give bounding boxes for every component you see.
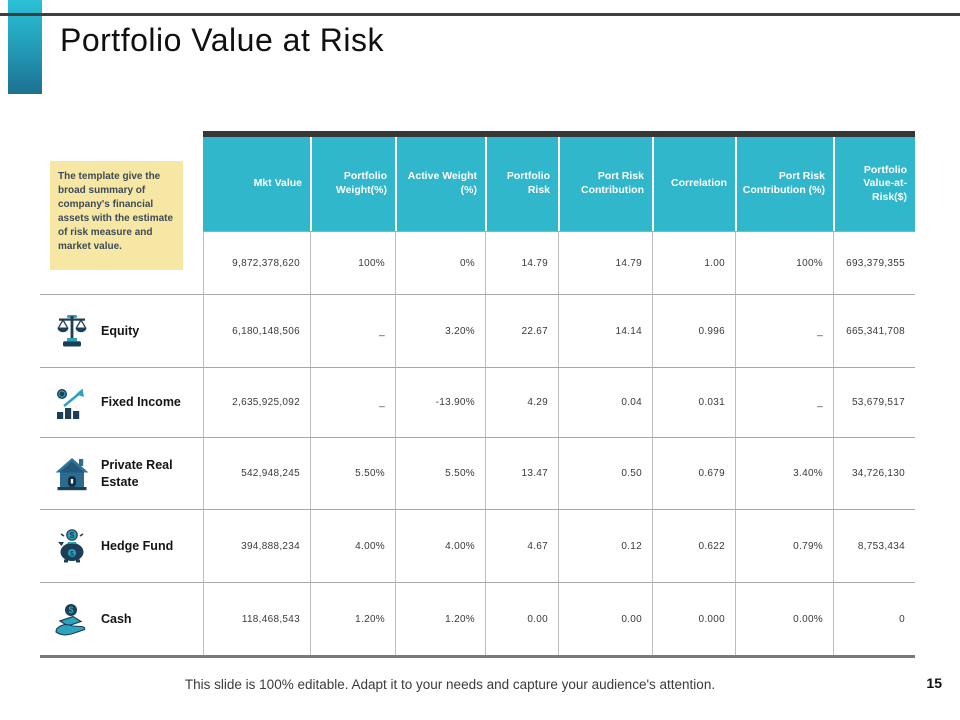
table-cell: 1.20% [395,583,485,655]
house-icon [53,455,91,493]
page-title: Portfolio Value at Risk [60,22,384,58]
table-cell: 0.00 [558,583,652,655]
table-cell: 0.50 [558,438,652,509]
table-cell: 665,341,708 [833,295,915,367]
asset-class-cell: Equity [40,295,203,367]
page-number: 15 [926,675,942,691]
table-row: 9,872,378,620 100% 0% 14.79 14.79 1.00 100% 693… [40,232,915,295]
table-cell: 3.20% [395,295,485,367]
table-cell: 13.47 [485,438,558,509]
table-cell: 0.00 [485,583,558,655]
table-cell: 4.00% [395,510,485,582]
table-cell: 1.00 [652,232,735,294]
table-row: Equity 6,180,148,506 _ 3.20% 22.67 14.14 0.996… [40,295,915,368]
table-row: $ Cash 118,468,543 1.20% 1.20% 0.00 0.00 0.000… [40,583,915,658]
table-cell: 6,180,148,506 [203,295,310,367]
svg-text:$: $ [68,605,73,615]
table-cell: 0 [833,583,915,655]
table-cell: 4.00% [310,510,395,582]
asset-class-cell [40,232,203,294]
footer-text: This slide is 100% editable. Adapt it to… [184,677,716,692]
table-top-bar [203,131,915,137]
table-cell: 4.29 [485,368,558,437]
table-cell: _ [735,368,833,437]
asset-class-cell: Private Real Estate [40,438,203,509]
table-cell: 0.622 [652,510,735,582]
column-header: Portfolio Risk [485,137,558,231]
growth-chart-icon [53,384,91,422]
piggy-bank-icon: $ $ [53,527,91,565]
table-cell: 14.79 [485,232,558,294]
asset-class-cell: Fixed Income [40,368,203,437]
table-cell: 0.996 [652,295,735,367]
table-cell: 0.679 [652,438,735,509]
risk-table: 9,872,378,620 100% 0% 14.79 14.79 1.00 100% 693… [40,232,915,658]
table-cell: 0.04 [558,368,652,437]
table-cell: _ [735,295,833,367]
asset-class-label: Cash [101,611,132,626]
column-header: Correlation [652,137,735,231]
cash-hand-icon: $ [53,600,91,638]
table-cell: 9,872,378,620 [203,232,310,294]
table-cell: 53,679,517 [833,368,915,437]
column-header-label: Port Risk Contribution (%) [742,170,825,196]
table-cell: 100% [310,232,395,294]
table-cell: 0.12 [558,510,652,582]
table-cell: -13.90% [395,368,485,437]
column-header-label: Active Weight (%) [407,170,477,196]
column-header-label: Portfolio Risk [506,170,550,196]
column-header-label: Correlation [670,177,727,190]
table-cell: 100% [735,232,833,294]
table-cell: 2,635,925,092 [203,368,310,437]
table-cell: 3.40% [735,438,833,509]
column-header: Portfolio Weight(%) [310,137,395,231]
table-cell: 0% [395,232,485,294]
svg-text:$: $ [70,530,75,540]
asset-class-label: Private Real Estate [101,458,173,489]
svg-text:$: $ [70,551,74,558]
table-cell: 693,379,355 [833,232,915,294]
table-cell: 14.79 [558,232,652,294]
table-cell: 0.000 [652,583,735,655]
column-header: Portfolio Value-at-Risk($) [833,137,915,231]
table-row: $ $ Hedge Fund 394,888,234 4.00% 4.00% 4.67 0… [40,510,915,583]
asset-class-label: Hedge Fund [101,538,174,553]
column-header: Port Risk Contribution (%) [735,137,833,231]
table-row: Private Real Estate 542,948,245 5.50% 5.50%… [40,438,915,510]
balance-scale-icon [53,312,91,350]
column-header-label: Mkt Value [253,177,302,190]
note-box: The template give the broad summary of c… [50,161,183,270]
table-cell: 22.67 [485,295,558,367]
column-header: Mkt Value [203,137,310,231]
table-cell: _ [310,295,395,367]
table-cell: 0.00% [735,583,833,655]
table-cell: 542,948,245 [203,438,310,509]
note-text: The template give the broad summary of c… [58,171,174,252]
top-rule [0,13,960,16]
column-header: Active Weight (%) [395,137,485,231]
asset-class-cell: $ $ Hedge Fund [40,510,203,582]
table-row: Fixed Income 2,635,925,092 _ -13.90% 4.29 0.0… [40,368,915,438]
table-cell: 394,888,234 [203,510,310,582]
column-header-label: Portfolio Value-at-Risk($) [863,163,907,203]
table-cell: 1.20% [310,583,395,655]
asset-class-cell: $ Cash [40,583,203,655]
column-header-label: Port Risk Contribution [581,170,644,196]
table-cell: 34,726,130 [833,438,915,509]
table-cell: 0.031 [652,368,735,437]
table-cell: 14.14 [558,295,652,367]
asset-class-label: Fixed Income [101,395,181,410]
table-cell: 5.50% [395,438,485,509]
table-cell: 0.79% [735,510,833,582]
table-header-row: Mkt Value Portfolio Weight(%) Active Weigh… [203,137,915,232]
table-cell: 5.50% [310,438,395,509]
table-cell: _ [310,368,395,437]
column-header-label: Portfolio Weight(%) [335,170,387,196]
asset-class-label: Equity [101,323,140,338]
table-cell: 4.67 [485,510,558,582]
table-cell: 118,468,543 [203,583,310,655]
table-cell: 8,753,434 [833,510,915,582]
column-header: Port Risk Contribution [558,137,652,231]
